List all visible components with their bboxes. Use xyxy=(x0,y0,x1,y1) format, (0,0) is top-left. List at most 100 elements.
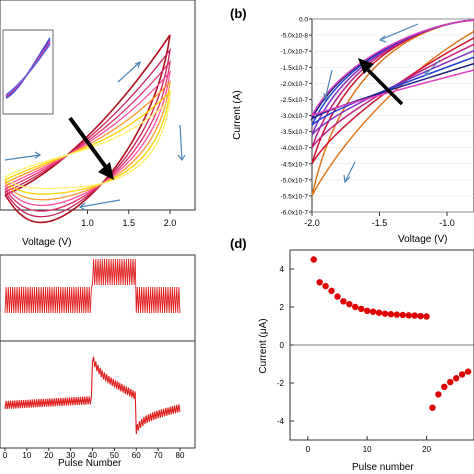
panel-b-ytick-label: 0.0 xyxy=(299,17,308,24)
panel-b-ytick-label: -4.5x10-7 xyxy=(281,161,309,168)
panel-a-blue-arrowhead-3 xyxy=(78,202,86,211)
panel-d-point xyxy=(375,309,383,316)
panel-a-arrow xyxy=(68,116,110,172)
panel-d-point xyxy=(310,256,317,263)
panel-d-points xyxy=(310,256,472,411)
panel-d-point xyxy=(405,312,412,319)
panel-c-xtick-label: 10 xyxy=(22,451,31,460)
panel-a-blue-arrowhead-1 xyxy=(134,60,141,69)
panel-d-ytick-label: 0 xyxy=(280,341,285,350)
panel-b-ytick-label: -1.0x10-7 xyxy=(281,49,309,56)
panel-d-xlabel: Pulse number xyxy=(352,462,414,473)
panel-b-arrow xyxy=(366,68,404,106)
panel-d-point xyxy=(369,308,377,315)
panel-d-point xyxy=(452,375,460,382)
panel-d-ylabel: Current (μA) xyxy=(258,318,269,373)
panel-a-xtick-label: 1.5 xyxy=(122,218,135,228)
panel-a-inset-trace-4 xyxy=(5,43,51,96)
panel-b-ytick-label: -4.0x10-7 xyxy=(281,145,309,152)
panel-d-point xyxy=(458,371,466,378)
panel-b-ylabel: Current (A) xyxy=(232,90,243,139)
panel-b-xtick-label: -1.0 xyxy=(439,218,455,228)
panel-a-arrowhead xyxy=(98,162,114,180)
panel-b-ytick-label: -6.0x10-7 xyxy=(281,210,309,217)
panel-b-blue-arrowhead-2 xyxy=(323,92,331,102)
panel-d-point xyxy=(387,311,395,318)
panel-b-blue-arrow-4 xyxy=(424,59,441,76)
panel-d-point xyxy=(411,312,418,319)
panel-c-frame xyxy=(0,254,196,449)
panel-a-xtick-label: 2.0 xyxy=(164,218,177,228)
panel-d-label: (d) xyxy=(230,236,247,251)
panel-b-grid xyxy=(312,18,474,213)
panel-a-loop-1 xyxy=(4,34,171,223)
panel-b-blue-arrow-3 xyxy=(344,161,356,183)
panel-d-point xyxy=(464,368,472,375)
panel-a-xlabel: Voltage (V) xyxy=(22,237,71,248)
panel-c-xtick-label: 60 xyxy=(132,451,141,460)
panel-a-loop-2 xyxy=(4,47,171,218)
panel-a-curves xyxy=(4,34,171,223)
panel-c-upper-trace xyxy=(4,258,181,314)
panel-b-blue-arrowhead-1 xyxy=(378,35,387,43)
panel-d-point xyxy=(381,310,389,317)
panel-a-xtick-label: 1.0 xyxy=(81,218,94,228)
panel-b-blue-arrows xyxy=(323,23,441,184)
panel-a: 1.0 1.5 2.0 Voltage (V) xyxy=(0,0,196,248)
panel-b-xtick-label: -1.5 xyxy=(372,218,388,228)
panel-a-blue-arrow-2 xyxy=(4,154,41,161)
panel-d-point xyxy=(328,287,335,295)
panel-c-xticks: 0 10 20 30 40 50 60 70 80 xyxy=(3,448,185,460)
panel-d-xtick-label: 20 xyxy=(422,445,431,454)
panel-d-ytick-label: -2 xyxy=(277,379,285,388)
panel-d-point xyxy=(393,311,401,318)
panel-d-point xyxy=(322,282,329,290)
panel-b-arrowhead xyxy=(358,58,374,74)
panel-d-point xyxy=(435,391,442,398)
panel-c-xtick-label: 50 xyxy=(110,451,119,460)
panel-c: 0 10 20 30 40 50 60 70 80 Pulse Number xyxy=(0,254,196,469)
panel-b-label: (b) xyxy=(230,6,247,21)
panel-d-xtick-label: 10 xyxy=(363,445,372,454)
panel-d-point xyxy=(352,303,359,311)
panel-b-curves xyxy=(310,19,474,197)
panel-c-xlabel: Pulse Number xyxy=(58,458,122,469)
panel-b-ytick-label: -3.0x10-7 xyxy=(281,113,309,120)
panel-d-point xyxy=(423,313,430,320)
panel-d-ytick-label: 4 xyxy=(280,265,285,274)
panel-c-traces xyxy=(4,258,181,435)
panel-b: (b) 0.0 -5.0x10-8 -1.0x10-7 -1.5x10-7 -2.0x1… xyxy=(230,6,474,245)
panel-b-xticks: -2.0 -1.5 -1.0 xyxy=(304,212,455,228)
panel-d: (d) 420-2-40 10 20 Current (μA) Pulse numb… xyxy=(230,236,474,473)
panel-d-point xyxy=(441,383,448,390)
panel-c-xtick-label: 70 xyxy=(154,451,163,460)
panel-b-ytick-label: -3.5x10-7 xyxy=(281,129,309,136)
panel-a-blue-arrows xyxy=(4,60,186,211)
panel-d-point xyxy=(417,312,424,320)
panel-b-ytick-label: -5.0x10-7 xyxy=(281,177,309,184)
panel-b-blue-arrow-1 xyxy=(379,23,419,41)
panel-b-xlabel: Voltage (V) xyxy=(398,234,447,245)
panel-c-xtick-label: 0 xyxy=(3,451,8,460)
panel-a-blue-arrow-1 xyxy=(117,61,141,83)
panel-d-ytick-label: 2 xyxy=(280,303,285,312)
panel-a-loop-7 xyxy=(4,98,171,190)
panel-d-point xyxy=(399,311,406,319)
panel-d-xtick-label: 0 xyxy=(306,445,311,454)
panel-d-point xyxy=(358,305,365,313)
panel-a-inset xyxy=(5,37,51,99)
panel-c-xtick-label: 40 xyxy=(88,451,97,460)
panel-a-blue-arrowhead-4 xyxy=(177,154,186,162)
panel-d-point xyxy=(429,404,436,411)
panel-a-blue-arrow-4 xyxy=(179,124,183,161)
panel-b-ytick-label: -1.5x10-7 xyxy=(281,65,309,72)
panel-c-lower-trace xyxy=(4,356,181,435)
panel-d-point xyxy=(316,279,323,286)
panel-b-ytick-label: -2.5x10-7 xyxy=(281,97,309,104)
panel-b-blue-arrow-2 xyxy=(324,69,333,101)
panel-d-point xyxy=(340,298,347,305)
panel-c-xtick-label: 80 xyxy=(176,451,185,460)
panel-b-blue-arrowhead-3 xyxy=(343,174,351,184)
panel-b-loop-7 xyxy=(310,19,474,117)
